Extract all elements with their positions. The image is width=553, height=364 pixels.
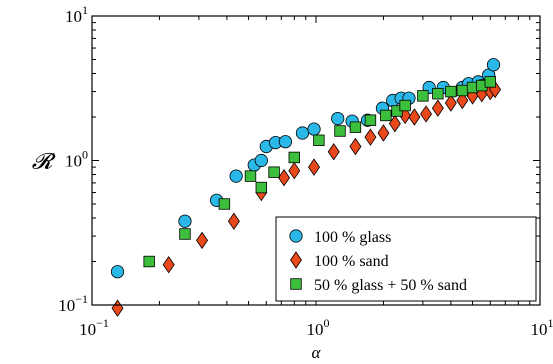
data-point-square xyxy=(313,134,325,146)
data-point-diamond xyxy=(162,256,175,274)
data-point-diamond xyxy=(456,91,469,110)
axis-ticks xyxy=(91,15,541,306)
data-point-diamond xyxy=(196,231,209,250)
data-point-circle xyxy=(307,122,321,136)
x-tick-label-2: 101 xyxy=(531,316,553,339)
x-tick-label-0: 10−1 xyxy=(79,316,109,339)
data-point-square xyxy=(417,90,429,102)
data-point-diamond xyxy=(111,299,124,317)
data-point-circle xyxy=(254,153,268,168)
legend-label-glass: 100 % glass xyxy=(314,229,391,246)
data-point-diamond xyxy=(408,108,421,126)
data-point-diamond xyxy=(349,137,362,156)
y-tick-label-0: 10−1 xyxy=(58,292,88,315)
data-point-circle xyxy=(229,169,243,183)
legend-markers xyxy=(289,229,303,290)
data-point-square xyxy=(484,76,497,88)
data-point-diamond xyxy=(308,158,321,176)
x-tick-label-1: 100 xyxy=(307,316,330,339)
data-point-square xyxy=(364,114,377,126)
data-point-diamond xyxy=(227,212,240,230)
data-point-square xyxy=(380,109,392,122)
data-point-diamond xyxy=(420,105,433,123)
data-point-diamond xyxy=(278,169,291,187)
data-point-circle xyxy=(110,265,125,279)
legend-marker-circle xyxy=(289,229,303,243)
data-point-diamond xyxy=(377,124,390,142)
data-point-diamond xyxy=(431,99,444,117)
data-point-square xyxy=(456,84,469,97)
data-point-square xyxy=(432,87,444,100)
data-point-circle xyxy=(331,111,345,126)
legend-box xyxy=(275,216,537,302)
x-axis-label: α xyxy=(312,343,322,362)
data-point-circle xyxy=(486,58,501,72)
data-point-square xyxy=(445,85,457,98)
data-point-square xyxy=(255,181,268,194)
data-point-diamond xyxy=(444,94,457,112)
data-point-square xyxy=(334,125,346,137)
data-point-square xyxy=(399,99,411,112)
data-point-diamond xyxy=(288,161,301,180)
data-point-diamond xyxy=(364,128,377,146)
data-point-square xyxy=(288,151,300,164)
data-points xyxy=(110,58,502,317)
legend-marker-diamond xyxy=(290,251,302,269)
data-point-square xyxy=(179,228,191,240)
legend: 100 % glass 100 % sand 50 % glass + 50 %… xyxy=(275,216,537,302)
data-point-diamond xyxy=(327,143,340,161)
legend-label-sand: 100 % sand xyxy=(314,253,389,270)
data-point-square xyxy=(143,255,155,268)
y-tick-label-2: 101 xyxy=(65,3,88,26)
data-point-circle xyxy=(278,135,292,149)
data-point-circle xyxy=(178,214,192,228)
data-point-square xyxy=(244,170,257,182)
data-point-circle xyxy=(295,126,310,140)
legend-marker-square xyxy=(290,278,302,290)
legend-label-mix: 50 % glass + 50 % sand xyxy=(314,277,467,294)
data-point-square xyxy=(218,198,231,210)
data-point-square xyxy=(268,166,280,178)
data-point-square xyxy=(349,121,362,133)
y-axis-label: 𝓡 xyxy=(32,150,56,175)
y-tick-label-1: 100 xyxy=(65,148,88,171)
